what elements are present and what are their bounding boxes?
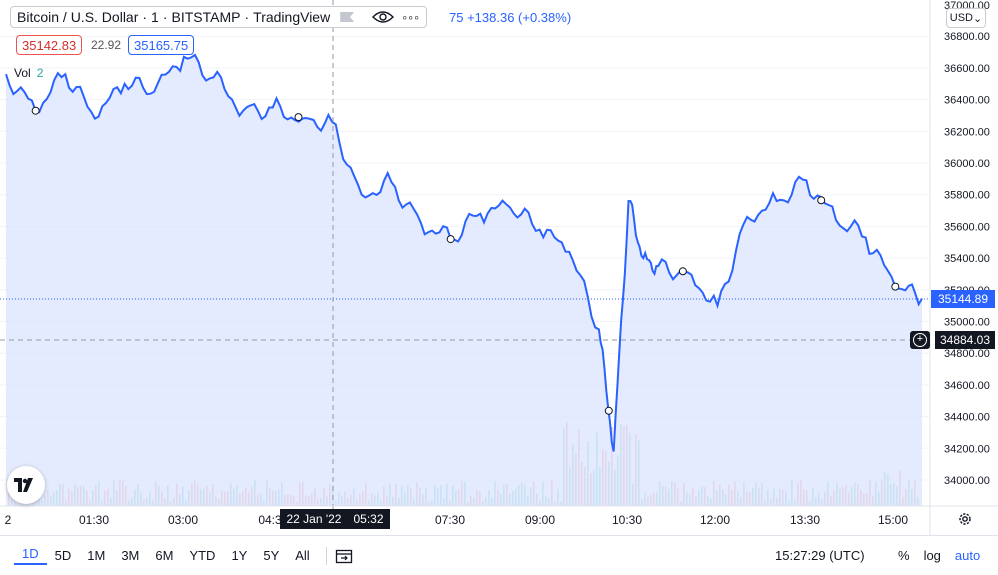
currency-select[interactable]: USD ⌄ [946, 8, 986, 28]
ask-price-button[interactable]: 35165.75 [128, 35, 195, 55]
price-tick-label: 35000.00 [944, 317, 990, 329]
time-tick-label: 2 [5, 513, 12, 527]
price-tick-label: 35400.00 [944, 253, 990, 265]
range-6m-button[interactable]: 6M [155, 548, 174, 563]
price-tick-label: 36800.00 [944, 31, 990, 43]
time-tick-label: 07:30 [435, 513, 465, 527]
price-axis[interactable]: 36800.00 36600.00 36400.00 36200.00 36000.00… [944, 31, 990, 487]
price-chart[interactable]: 36800.00 36600.00 36400.00 36200.00 36000.00… [0, 0, 998, 535]
chevron-down-icon: ⌄ [973, 12, 983, 25]
utc-clock[interactable]: 15:27:29 (UTC) [775, 548, 865, 563]
scale-tools: % log auto [898, 548, 980, 563]
range-ytd-button[interactable]: YTD [189, 548, 216, 563]
chart-area[interactable]: 36800.00 36600.00 36400.00 36200.00 36000.00… [0, 0, 998, 535]
spread-value: 22.92 [91, 38, 122, 52]
percent-scale-button[interactable]: % [898, 548, 910, 563]
time-tick-label: 04:3 [258, 513, 282, 527]
range-1d-button[interactable]: 1D [14, 546, 47, 565]
last-price-label: 35144.89 [931, 290, 995, 308]
date-range-icon[interactable] [335, 548, 353, 564]
crosshair-price-label: 34884.03 [935, 331, 995, 349]
more-options-icon[interactable]: ◦◦◦ [402, 9, 421, 25]
time-tick-label: 10:30 [612, 513, 642, 527]
time-tick-label: 12:00 [700, 513, 730, 527]
range-5d-button[interactable]: 5D [54, 548, 72, 563]
time-tick-label: 09:00 [525, 513, 555, 527]
trade-marker [294, 113, 303, 122]
price-tick-label: 34800.00 [944, 348, 990, 360]
exchange-label: BITSTAMP [171, 9, 241, 25]
flag-icon[interactable] [340, 12, 355, 22]
trade-marker [446, 235, 455, 244]
volume-value: 2 [36, 66, 44, 80]
symbol-name[interactable]: Bitcoin / U.S. Dollar [17, 9, 139, 25]
trade-marker [604, 406, 613, 415]
currency-label: USD [949, 12, 973, 24]
symbol-header[interactable]: Bitcoin / U.S. Dollar · 1 · BITSTAMP · T… [10, 6, 428, 28]
divider [325, 546, 327, 565]
eye-icon[interactable] [372, 10, 395, 24]
separator: · [162, 9, 168, 25]
trade-marker [678, 267, 687, 276]
auto-scale-button[interactable]: auto [954, 548, 981, 563]
price-line [5, 53, 923, 452]
price-tick-label: 35800.00 [944, 190, 990, 202]
add-alert-button[interactable]: + [910, 331, 930, 349]
volume-legend: Vol 2 [14, 66, 43, 80]
separator: · [244, 9, 250, 25]
log-scale-button[interactable]: log [923, 548, 941, 563]
bottom-toolbar: 1D 5D 1M 3M 6M YTD 1Y 5Y All 15:27:29 (U… [0, 535, 998, 575]
crosshair-time-label: 22 Jan '22 05:32 [280, 509, 390, 529]
source-label: TradingView [253, 9, 331, 25]
time-axis[interactable]: 2 01:30 03:00 04:3 07:30 09:00 10:30 12:00 13:30… [5, 513, 909, 527]
plus-icon: + [913, 333, 927, 347]
bid-price-button[interactable]: 35142.83 [16, 35, 83, 55]
range-1y-button[interactable]: 1Y [231, 548, 248, 563]
price-area [6, 55, 922, 506]
price-change: 75 +138.36 (+0.38%) [449, 10, 572, 25]
time-tick-label: 03:00 [168, 513, 198, 527]
crosshair-date: 22 Jan '22 [286, 512, 342, 526]
range-5y-button[interactable]: 5Y [263, 548, 280, 563]
gear-icon[interactable] [957, 511, 973, 527]
price-tick-label: 36400.00 [944, 95, 990, 107]
price-tick-label: 36600.00 [944, 63, 990, 75]
time-tick-label: 15:00 [878, 513, 908, 527]
trade-marker [891, 282, 900, 291]
range-1m-button[interactable]: 1M [87, 548, 106, 563]
trade-marker [31, 106, 40, 115]
trade-marker [817, 196, 826, 205]
time-tick-label: 13:30 [790, 513, 820, 527]
time-tick-label: 01:30 [79, 513, 109, 527]
price-tick-label: 34400.00 [944, 412, 990, 424]
interval-label[interactable]: 1 [151, 9, 159, 25]
trade-markers [31, 106, 900, 415]
separator: · [142, 9, 148, 25]
volume-label: Vol [14, 66, 31, 80]
price-tick-label: 34200.00 [944, 443, 990, 455]
price-tick-label: 34000.00 [944, 475, 990, 487]
crosshair-time: 05:32 [353, 512, 384, 526]
tradingview-logo[interactable] [7, 466, 45, 504]
price-tick-label: 36000.00 [944, 158, 990, 170]
price-tick-label: 34600.00 [944, 380, 990, 392]
price-tick-label: 36200.00 [944, 126, 990, 138]
range-3m-button[interactable]: 3M [121, 548, 140, 563]
price-tick-label: 35600.00 [944, 221, 990, 233]
range-all-button[interactable]: All [295, 548, 310, 563]
